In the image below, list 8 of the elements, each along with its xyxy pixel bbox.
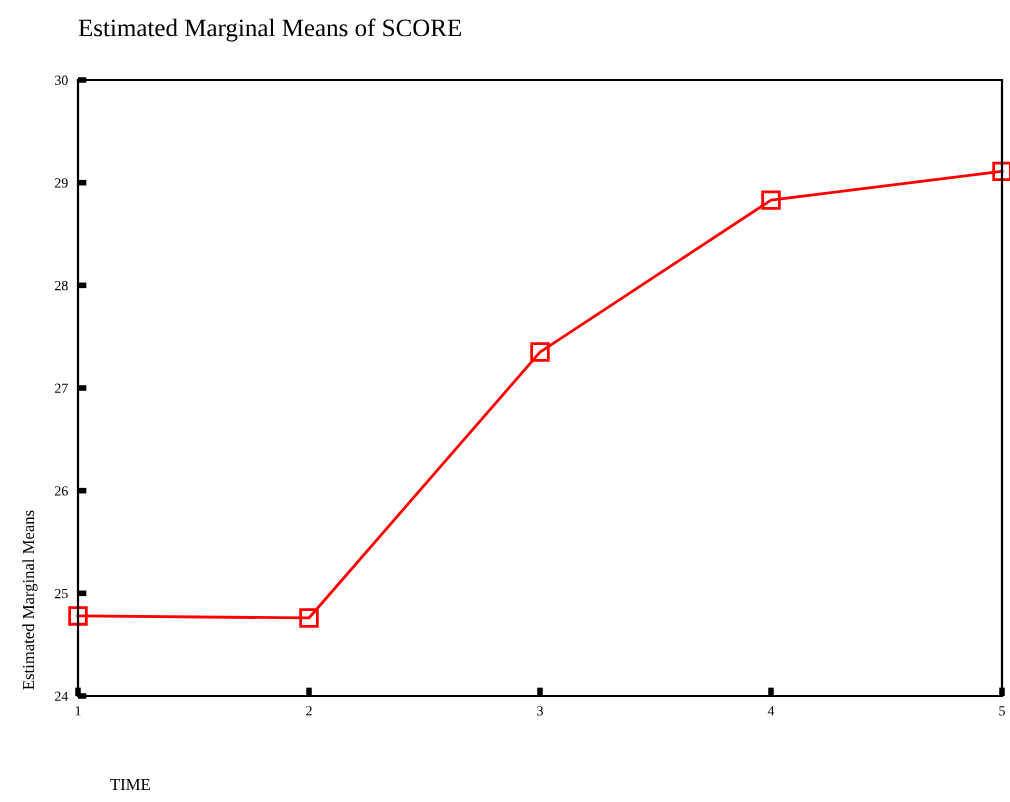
y-axis-title: Estimated Marginal Means [22, 510, 38, 690]
point [299, 608, 319, 628]
chart-title: Estimated Marginal Means of SCORE [78, 18, 461, 42]
point [530, 342, 550, 362]
point [761, 190, 781, 210]
point [992, 161, 1010, 182]
x-axis-title: TIME [110, 779, 150, 791]
point [68, 606, 88, 626]
